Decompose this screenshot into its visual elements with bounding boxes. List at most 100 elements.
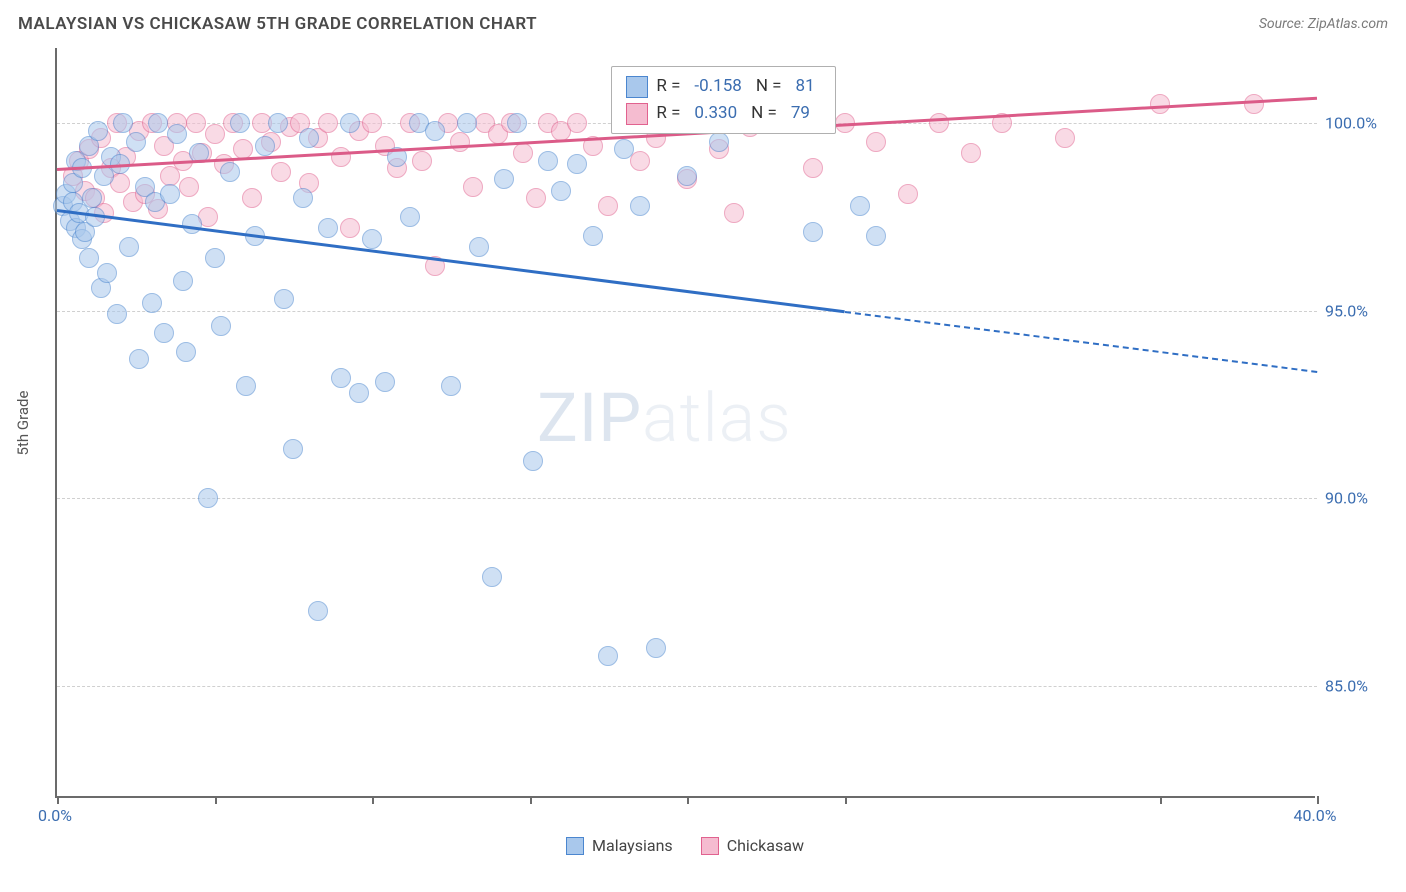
data-point: [154, 323, 174, 343]
plot-region: ZIPatlas R =-0.158N =81R =0.330N =79: [55, 48, 1315, 798]
legend-swatch: [626, 103, 648, 125]
y-tick-label: 95.0%: [1325, 301, 1368, 320]
data-point: [961, 143, 981, 163]
legend-swatch: [626, 76, 648, 98]
data-point: [211, 316, 231, 336]
data-point: [230, 113, 250, 133]
data-point: [126, 132, 146, 152]
trend-line: [844, 311, 1317, 373]
data-point: [88, 121, 108, 141]
data-point: [523, 451, 543, 471]
series-name: Malaysians: [592, 836, 673, 855]
correlation-legend: R =-0.158N =81R =0.330N =79: [611, 66, 835, 134]
data-point: [186, 113, 206, 133]
legend-swatch: [701, 837, 719, 855]
trend-line: [57, 209, 845, 313]
data-point: [97, 263, 117, 283]
data-point: [268, 113, 288, 133]
x-tick-label: 40.0%: [1294, 806, 1337, 825]
data-point: [283, 439, 303, 459]
chart-title: MALAYSIAN VS CHICKASAW 5TH GRADE CORRELA…: [18, 14, 537, 34]
data-point: [866, 226, 886, 246]
data-point: [129, 349, 149, 369]
x-tick: [687, 796, 689, 804]
data-point: [255, 136, 275, 156]
data-point: [567, 113, 587, 133]
data-point: [362, 113, 382, 133]
legend-r-label: R =: [656, 100, 680, 127]
data-point: [1055, 128, 1075, 148]
legend-item: Malaysians: [566, 836, 673, 855]
data-point: [677, 166, 697, 186]
x-tick: [372, 796, 374, 804]
data-point: [340, 218, 360, 238]
x-tick: [1317, 796, 1319, 804]
y-tick-label: 100.0%: [1325, 114, 1377, 133]
data-point: [179, 177, 199, 197]
chart-area: 5th Grade ZIPatlas R =-0.158N =81R =0.33…: [55, 48, 1393, 830]
data-point: [898, 184, 918, 204]
data-point: [598, 646, 618, 666]
data-point: [318, 218, 338, 238]
data-point: [148, 113, 168, 133]
data-point: [349, 383, 369, 403]
data-point: [167, 124, 187, 144]
data-point: [803, 158, 823, 178]
y-tick-label: 85.0%: [1325, 676, 1368, 695]
watermark: ZIPatlas: [537, 378, 792, 458]
data-point: [176, 342, 196, 362]
data-point: [441, 376, 461, 396]
series-legend: Malaysians Chickasaw: [55, 836, 1315, 855]
data-point: [220, 162, 240, 182]
gridline: [57, 311, 1317, 312]
data-point: [113, 113, 133, 133]
data-point: [205, 124, 225, 144]
legend-r-value: 0.330: [694, 100, 737, 127]
data-point: [82, 188, 102, 208]
x-tick: [530, 796, 532, 804]
data-point: [119, 237, 139, 257]
legend-n-value: 79: [791, 100, 810, 127]
data-point: [803, 222, 823, 242]
data-point: [400, 207, 420, 227]
legend-r-label: R =: [656, 73, 680, 100]
x-tick: [845, 796, 847, 804]
data-point: [630, 196, 650, 216]
data-point: [850, 196, 870, 216]
x-tick: [1160, 796, 1162, 804]
data-point: [507, 113, 527, 133]
y-axis-label: 5th Grade: [14, 391, 32, 456]
data-point: [538, 151, 558, 171]
data-point: [331, 147, 351, 167]
data-point: [583, 226, 603, 246]
data-point: [598, 196, 618, 216]
data-point: [425, 121, 445, 141]
data-point: [646, 638, 666, 658]
data-point: [482, 567, 502, 587]
x-tick: [57, 796, 59, 804]
source-attribution: Source: ZipAtlas.com: [1259, 16, 1388, 32]
legend-n-value: 81: [796, 73, 815, 100]
series-name: Chickasaw: [727, 836, 804, 855]
data-point: [469, 237, 489, 257]
data-point: [1244, 94, 1264, 114]
data-point: [513, 143, 533, 163]
data-point: [412, 151, 432, 171]
data-point: [331, 368, 351, 388]
data-point: [318, 113, 338, 133]
data-point: [274, 289, 294, 309]
y-tick-label: 90.0%: [1325, 489, 1368, 508]
data-point: [242, 188, 262, 208]
data-point: [724, 203, 744, 223]
data-point: [198, 488, 218, 508]
data-point: [457, 113, 477, 133]
data-point: [551, 181, 571, 201]
data-point: [299, 128, 319, 148]
data-point: [463, 177, 483, 197]
data-point: [450, 132, 470, 152]
legend-item: Chickasaw: [701, 836, 804, 855]
data-point: [375, 372, 395, 392]
data-point: [340, 113, 360, 133]
data-point: [160, 184, 180, 204]
data-point: [205, 248, 225, 268]
